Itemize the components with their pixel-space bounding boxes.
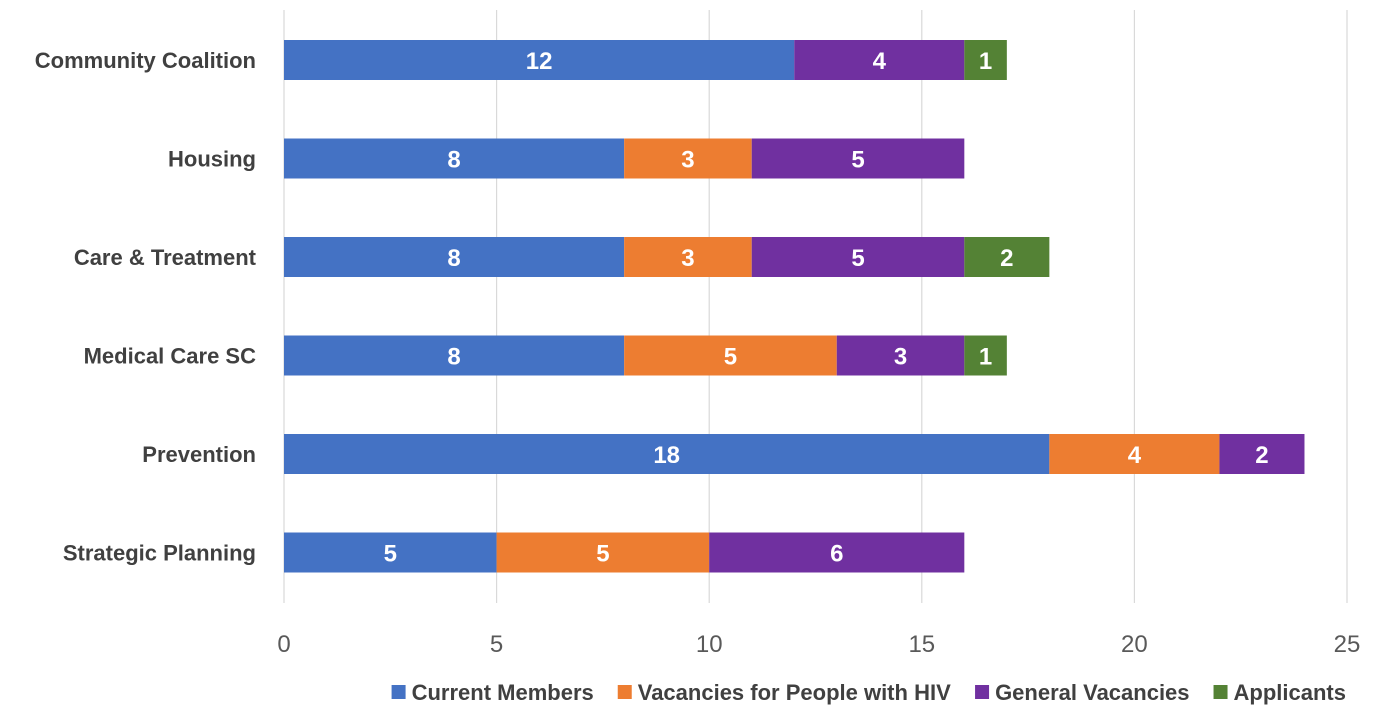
- legend-item: Vacancies for People with HIV: [617, 680, 951, 705]
- bar-segment: [751, 138, 965, 179]
- bar-segment: [284, 434, 1050, 474]
- category-label: Housing: [168, 147, 256, 172]
- category-label: Strategic Planning: [63, 541, 256, 566]
- category-labels: Community Coalition Housing Care & Treatme…: [35, 48, 257, 566]
- category-label: Care & Treatment: [74, 245, 257, 270]
- gridlines: [283, 10, 1348, 603]
- category-label: Prevention: [142, 442, 256, 467]
- bar-segment: [284, 138, 625, 179]
- x-tick-label: 0: [277, 631, 290, 658]
- bar-value-label: 18: [653, 442, 680, 469]
- x-tick-label: 5: [490, 631, 503, 658]
- legend-item: Current Members: [391, 680, 594, 705]
- bar-value-label: 3: [681, 245, 694, 272]
- bar-segment: [284, 335, 625, 376]
- bar-segment: [284, 40, 795, 80]
- x-tick-label: 10: [696, 631, 723, 658]
- bar-segment: [624, 335, 837, 376]
- legend-swatch: [391, 685, 406, 699]
- bar-value-label: 5: [851, 147, 864, 174]
- bar-segment: [964, 335, 1007, 376]
- bar-value-label: 8: [447, 147, 460, 174]
- bars: 12 4 18 3 58 3 5 28 5 3 118 4 25 5 6: [284, 40, 1305, 573]
- bar-value-label: 12: [526, 48, 553, 75]
- bar-value-label: 5: [384, 541, 397, 568]
- bar-segment: [1219, 434, 1305, 474]
- bar-segment: [836, 335, 965, 376]
- bar-segment: [964, 40, 1007, 80]
- legend-label: Applicants: [1234, 680, 1346, 705]
- legend-swatch: [975, 685, 990, 699]
- x-tick-label: 15: [908, 631, 935, 658]
- bar-value-label: 1: [979, 344, 992, 371]
- legend-label: Vacancies for People with HIV: [638, 680, 951, 705]
- bar-segment: [284, 532, 497, 573]
- bar-value-label: 2: [1255, 442, 1268, 469]
- x-axis-tick-labels: 0 5 10 15 20 25: [277, 631, 1360, 658]
- bar-value-label: 8: [447, 245, 460, 272]
- bar-value-label: 1: [979, 48, 992, 75]
- bar-segment: [496, 532, 710, 573]
- bar-segment: [709, 532, 965, 573]
- legend-item: Applicants: [1213, 680, 1346, 705]
- legend-item: General Vacancies: [975, 680, 1190, 705]
- x-tick-label: 25: [1334, 631, 1361, 658]
- bar-value-label: 5: [724, 344, 737, 371]
- legend-swatch: [1213, 685, 1228, 699]
- legend-label: Current Members: [412, 680, 594, 705]
- bar-segment: [794, 40, 965, 80]
- bar-value-label: 4: [1128, 442, 1142, 469]
- bar-value-label: 8: [447, 344, 460, 371]
- bar-value-label: 4: [873, 48, 887, 75]
- category-label: Community Coalition: [35, 48, 256, 73]
- bar-value-label: 6: [830, 541, 843, 568]
- bar-value-label: 5: [851, 245, 864, 272]
- legend-swatch: [617, 685, 632, 699]
- legend-label: General Vacancies: [995, 680, 1189, 705]
- bar-value-label: 3: [681, 147, 694, 174]
- bar-segment: [964, 237, 1050, 277]
- bar-value-label: 5: [596, 541, 609, 568]
- bar-segment: [624, 138, 752, 179]
- bar-segment: [751, 237, 965, 277]
- x-tick-label: 20: [1121, 631, 1148, 658]
- bar-value-label: 3: [894, 344, 907, 371]
- bar-value-label: 2: [1000, 245, 1013, 272]
- bar-segment: [284, 237, 625, 277]
- legend: Current Members Vacancies for People with…: [391, 680, 1346, 705]
- bar-segment: [1049, 434, 1220, 474]
- bar-segment: [624, 237, 752, 277]
- category-label: Medical Care SC: [84, 344, 257, 369]
